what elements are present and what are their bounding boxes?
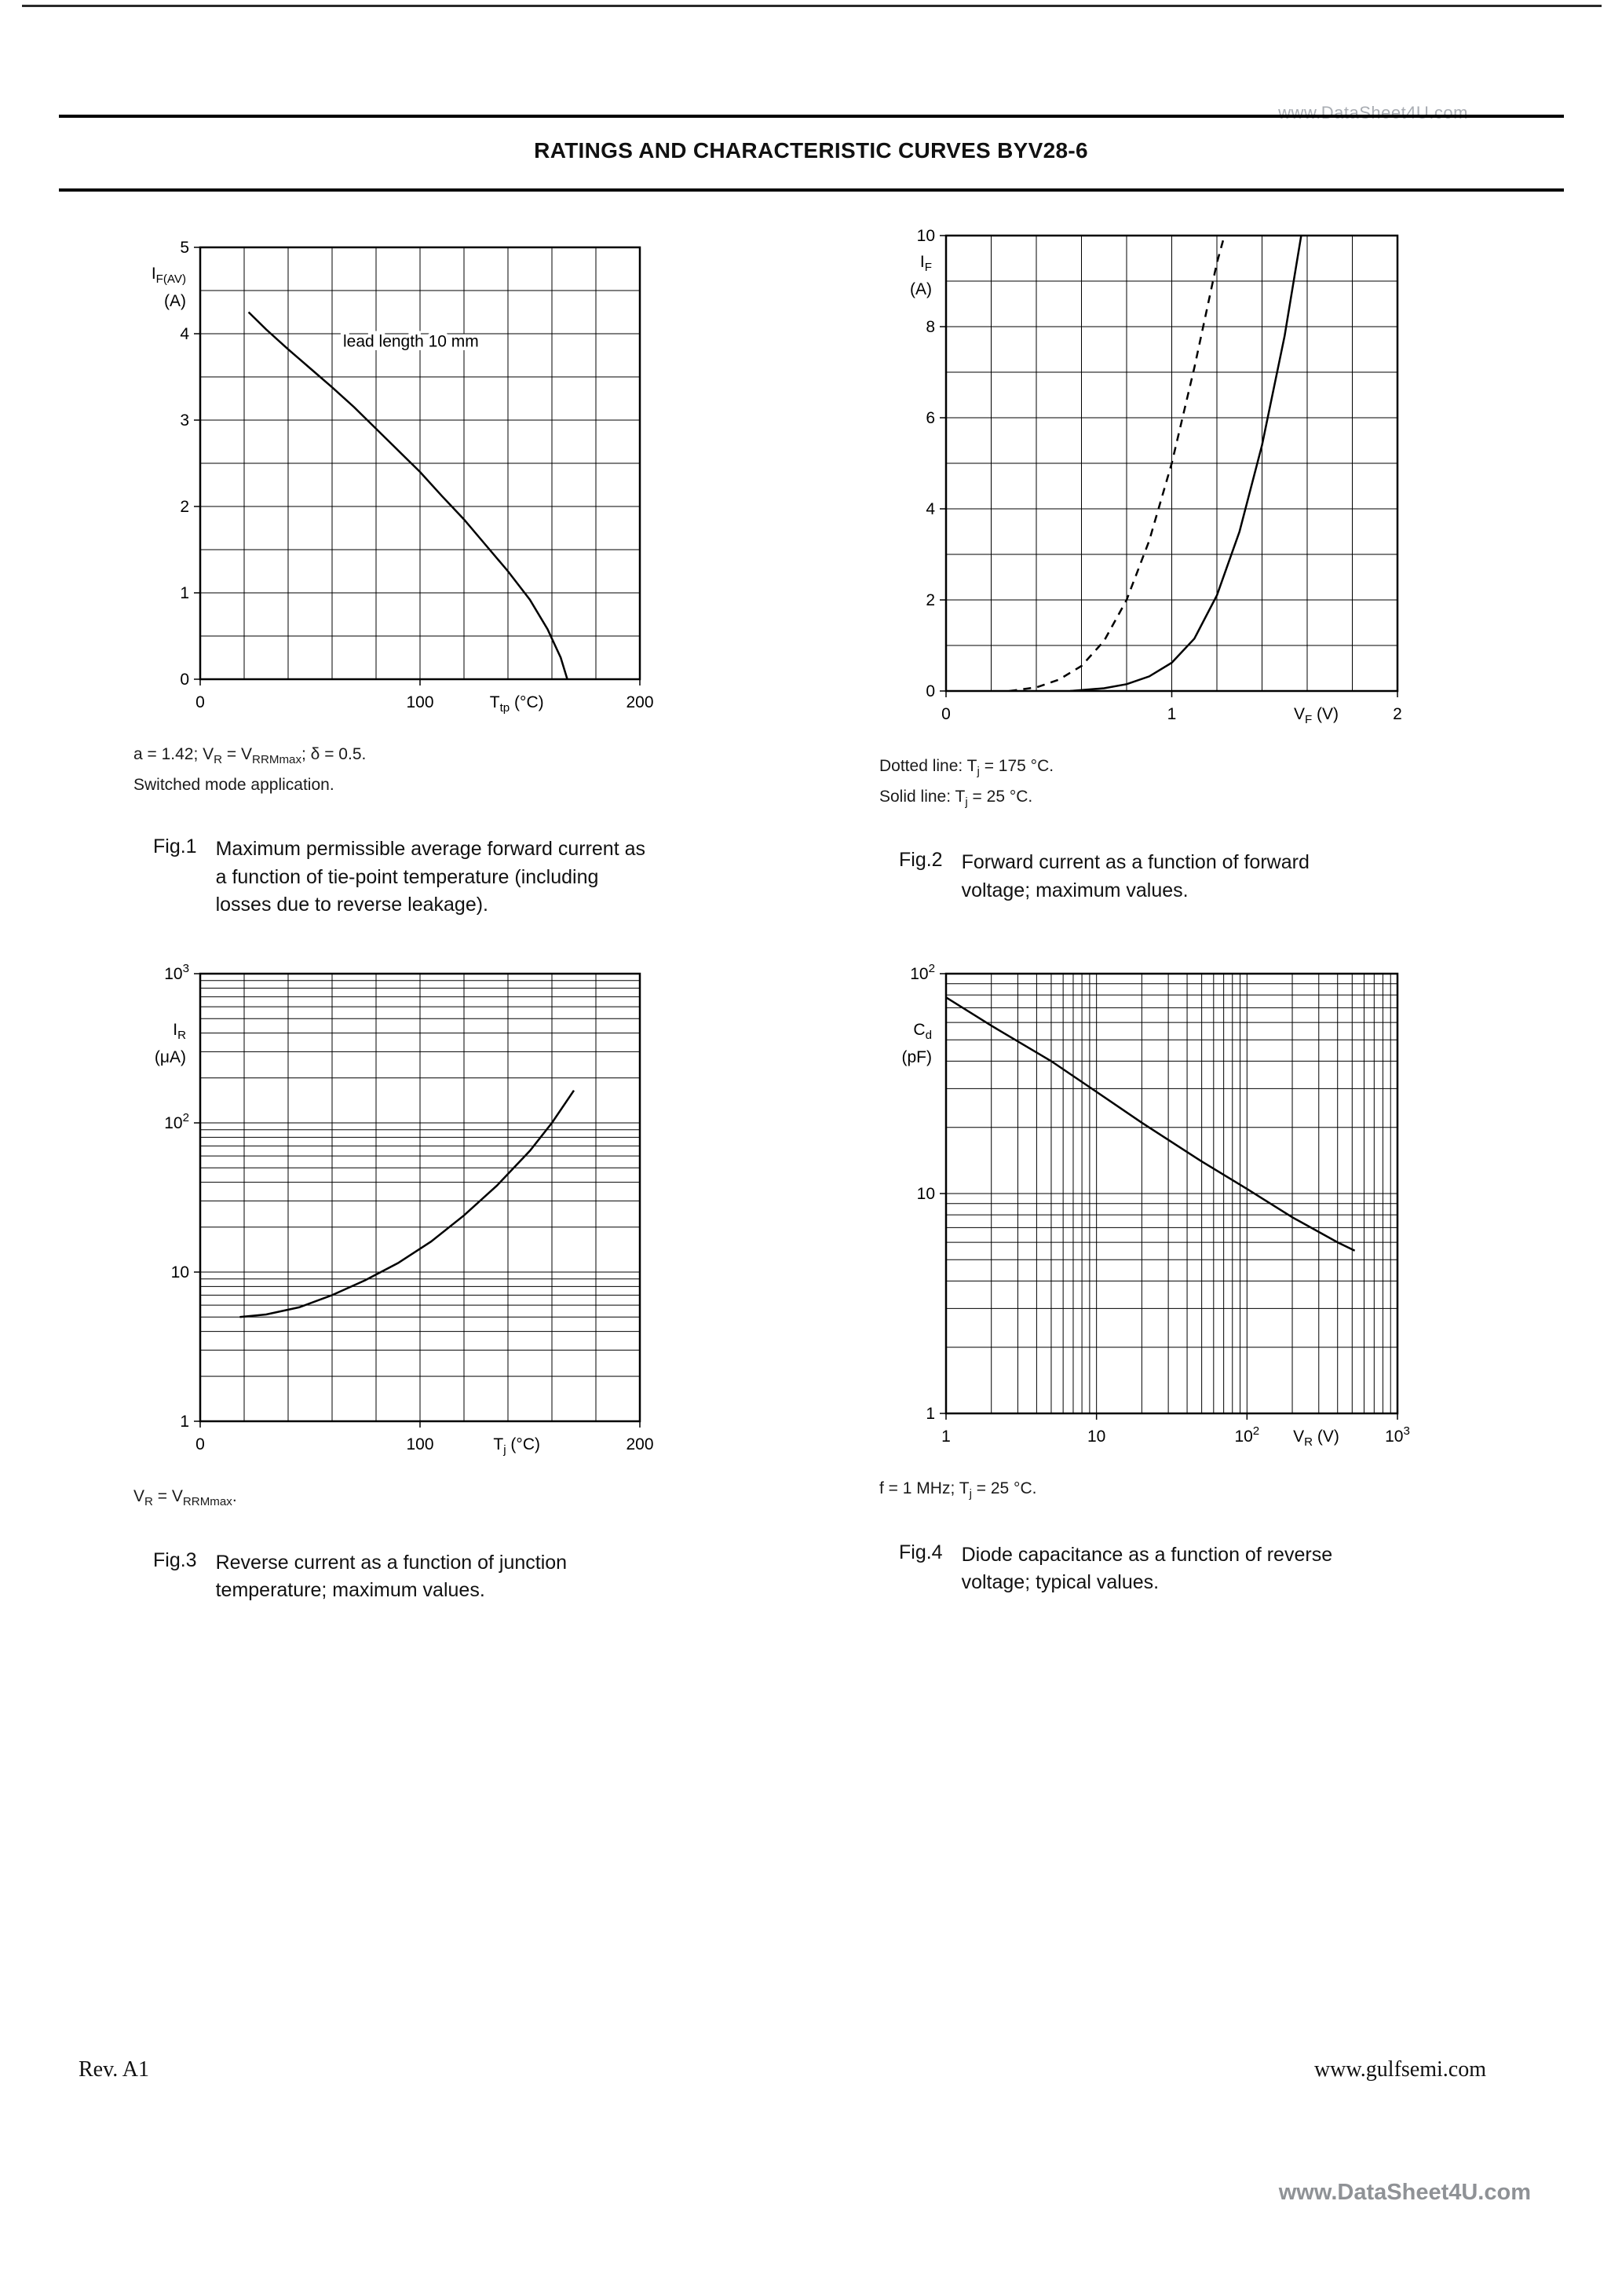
svg-text:4: 4 bbox=[926, 500, 935, 518]
svg-text:0: 0 bbox=[941, 705, 951, 723]
svg-text:100: 100 bbox=[406, 1435, 433, 1453]
svg-text:IF: IF bbox=[920, 253, 932, 274]
svg-text:8: 8 bbox=[926, 318, 935, 336]
svg-text:3: 3 bbox=[180, 411, 189, 430]
svg-text:103: 103 bbox=[164, 962, 189, 983]
fig1-chart: 0 100 200 0 1 2 3 4 5 IF(AV) (A) Ttp (°C) lead lengt… bbox=[152, 239, 654, 715]
fig3-caption-text: Reverse current as a function of junctio… bbox=[215, 1551, 568, 1602]
svg-text:Ttp (°C): Ttp (°C) bbox=[490, 693, 544, 715]
watermark-top: www.DataSheet4U.com bbox=[1278, 103, 1468, 122]
page-title: RATINGS AND CHARACTERISTIC CURVES BYV28-… bbox=[534, 138, 1088, 163]
fig1-note-application: Switched mode application. bbox=[133, 775, 334, 794]
fig2-note-dotted-line: Dotted line: Tj = 175 °C. bbox=[879, 757, 1054, 779]
svg-text:(μA): (μA) bbox=[155, 1048, 186, 1066]
svg-text:IF(AV): IF(AV) bbox=[152, 265, 186, 286]
svg-text:0: 0 bbox=[195, 1435, 205, 1453]
svg-text:VF (V): VF (V) bbox=[1294, 705, 1339, 726]
fig2-caption-text: Forward current as a function of forward… bbox=[961, 851, 1310, 901]
fig1-caption-label: Fig.1 bbox=[153, 835, 197, 858]
fig1-notes: a = 1.42; VR = VRRMmax; δ = 0.5. Switche… bbox=[118, 740, 738, 799]
fig4-caption-label: Fig.4 bbox=[899, 1541, 943, 1563]
svg-text:0: 0 bbox=[180, 671, 189, 689]
fig4-caption-text: Diode capacitance as a function of rever… bbox=[961, 1543, 1333, 1594]
figure-3: 0 100 200 1 10 102 103 IR (μA) Tj (°C) VR = VRRMm… bbox=[118, 954, 738, 1605]
svg-text:(A): (A) bbox=[910, 280, 932, 298]
watermark-bottom: www.DataSheet4U.com bbox=[1278, 2180, 1531, 2205]
svg-text:1: 1 bbox=[1167, 705, 1177, 723]
fig4-chart: 1 10 102 103 1 10 102 Cd (pF) VR (V) bbox=[902, 962, 1410, 1449]
fig3-caption-label: Fig.3 bbox=[153, 1548, 197, 1571]
svg-text:102: 102 bbox=[910, 962, 935, 983]
fig4-notes: f = 1 MHz; Tj = 25 °C. bbox=[864, 1475, 1492, 1505]
fig2-chart: 0 1 2 0 2 4 6 8 10 IF (A) VF (V) bbox=[910, 227, 1402, 726]
fig2-note-solid-line: Solid line: Tj = 25 °C. bbox=[879, 787, 1033, 809]
svg-text:Tj (°C): Tj (°C) bbox=[493, 1435, 540, 1457]
svg-text:IR: IR bbox=[173, 1021, 186, 1042]
svg-text:(pF): (pF) bbox=[902, 1048, 933, 1066]
svg-text:1: 1 bbox=[180, 584, 189, 602]
svg-text:0: 0 bbox=[195, 693, 205, 711]
svg-text:2: 2 bbox=[180, 498, 189, 516]
figure-2: 0 1 2 0 2 4 6 8 10 IF (A) VF (V) Dotted line: Tj = … bbox=[864, 216, 1492, 905]
fig4-caption: Fig.4 Diode capacitance as a function of… bbox=[864, 1541, 1492, 1597]
fig4-note-conditions: f = 1 MHz; Tj = 25 °C. bbox=[879, 1479, 1037, 1501]
svg-text:10: 10 bbox=[917, 1185, 935, 1203]
scan-artifact-line bbox=[22, 5, 1602, 7]
svg-text:5: 5 bbox=[180, 239, 189, 257]
svg-text:4: 4 bbox=[180, 325, 189, 343]
header-rule-top bbox=[59, 115, 1564, 118]
svg-text:1: 1 bbox=[926, 1405, 935, 1423]
footer-revision: Rev. A1 bbox=[79, 2057, 149, 2082]
fig2-notes: Dotted line: Tj = 175 °C. Solid line: Tj… bbox=[864, 752, 1492, 813]
fig1-note-conditions: a = 1.42; VR = VRRMmax; δ = 0.5. bbox=[133, 745, 367, 767]
fig2-caption: Fig.2 Forward current as a function of f… bbox=[864, 849, 1492, 905]
svg-text:200: 200 bbox=[626, 693, 653, 711]
svg-text:200: 200 bbox=[626, 1435, 653, 1453]
svg-text:102: 102 bbox=[1234, 1424, 1259, 1446]
svg-text:2: 2 bbox=[926, 591, 935, 609]
svg-text:lead length 10 mm: lead length 10 mm bbox=[343, 333, 479, 351]
svg-text:10: 10 bbox=[917, 227, 935, 245]
fig1-caption: Fig.1 Maximum permissible average forwar… bbox=[118, 835, 738, 919]
svg-text:1: 1 bbox=[941, 1428, 951, 1446]
fig3-notes: VR = VRRMmax. bbox=[118, 1483, 738, 1513]
svg-text:10: 10 bbox=[1087, 1428, 1105, 1446]
svg-text:100: 100 bbox=[406, 693, 433, 711]
svg-text:Cd: Cd bbox=[913, 1021, 932, 1042]
footer-website: www.gulfsemi.com bbox=[1313, 2057, 1486, 2082]
figure-1: 0 100 200 0 1 2 3 4 5 IF(AV) (A) Ttp (°C) lead lengt… bbox=[118, 228, 738, 919]
svg-text:1: 1 bbox=[180, 1413, 189, 1431]
fig1-caption-text: Maximum permissible average forward curr… bbox=[215, 838, 646, 916]
svg-text:(A): (A) bbox=[164, 292, 186, 310]
svg-text:102: 102 bbox=[164, 1111, 189, 1132]
svg-text:103: 103 bbox=[1385, 1424, 1410, 1446]
fig3-chart: 0 100 200 1 10 102 103 IR (μA) Tj (°C) bbox=[155, 962, 654, 1457]
svg-text:VR (V): VR (V) bbox=[1293, 1428, 1339, 1449]
svg-text:2: 2 bbox=[1393, 705, 1402, 723]
svg-text:0: 0 bbox=[926, 682, 935, 700]
svg-text:10: 10 bbox=[171, 1263, 189, 1281]
svg-text:6: 6 bbox=[926, 409, 935, 427]
fig3-note-conditions: VR = VRRMmax. bbox=[133, 1487, 237, 1509]
figure-4: 1 10 102 103 1 10 102 Cd (pF) VR (V) f = 1 MHz; T… bbox=[864, 954, 1492, 1597]
fig2-caption-label: Fig.2 bbox=[899, 849, 943, 872]
fig3-caption: Fig.3 Reverse current as a function of j… bbox=[118, 1549, 738, 1605]
header-rule-bottom bbox=[59, 188, 1564, 192]
